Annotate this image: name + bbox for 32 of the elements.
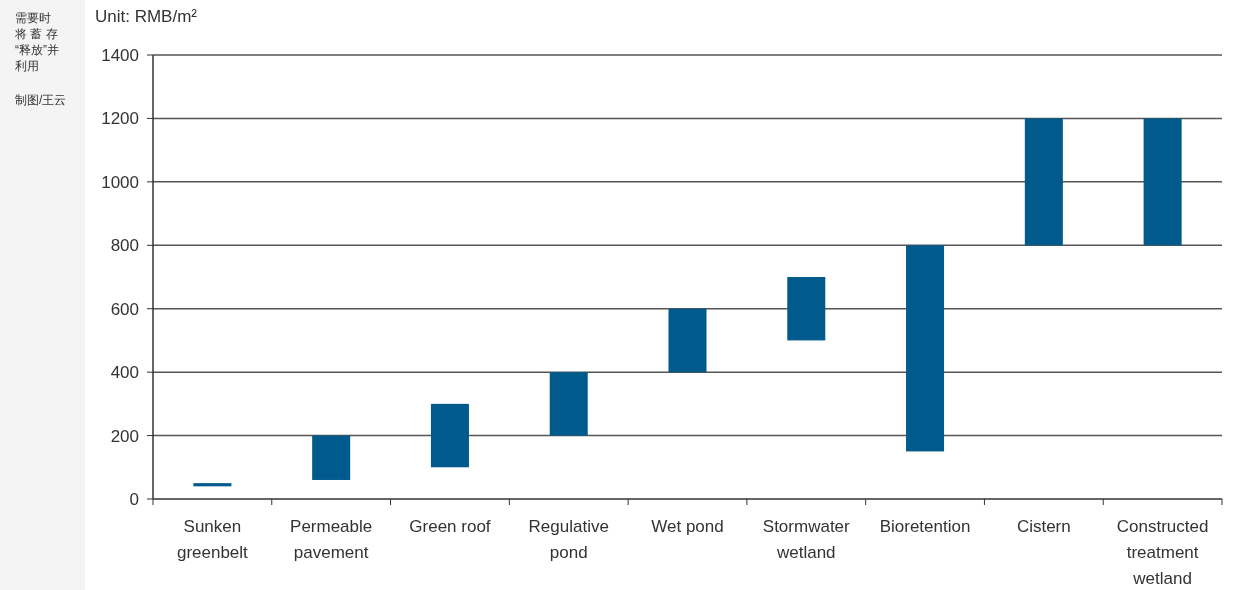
text: 将 蓄 存 (14, 27, 58, 41)
y-tick-label: 200 (110, 426, 139, 446)
y-tick-label: 1000 (101, 172, 139, 192)
y-tick-label: 1200 (101, 109, 139, 129)
x-tick-label: Green roof (409, 517, 491, 536)
bar (549, 372, 588, 436)
y-tick-label: 400 (110, 363, 139, 383)
x-tick-label: Regulative pond (528, 517, 609, 562)
y-tick-label: 1400 (101, 45, 139, 65)
bar (1024, 118, 1063, 246)
text: 利用 (15, 59, 39, 73)
x-tick-label: Stormwater wetland (762, 517, 851, 562)
y-tick-label: 800 (110, 236, 139, 256)
y-axis-title: Unit: RMB/m² (95, 7, 198, 26)
bar (193, 483, 232, 487)
x-tick-label: Bioretention (879, 517, 971, 536)
x-tick-label: Sunken greenbelt (176, 517, 249, 562)
text: 制图/王云 (15, 93, 67, 107)
bar (787, 277, 826, 341)
x-tick-label: Permeable pavement (290, 517, 373, 562)
bar (312, 435, 351, 480)
bar (668, 308, 707, 373)
text: “释放”并 (15, 43, 59, 57)
bar (430, 403, 469, 468)
x-tick-label: Cistern (1016, 517, 1071, 536)
x-tick-label: Wet pond (651, 517, 724, 536)
y-tick-label: 600 (110, 299, 139, 319)
bar (1143, 118, 1182, 246)
text: 需要时 (15, 11, 51, 25)
x-tick-label: Constructed treatment wetland (1116, 517, 1209, 588)
y-tick-label: 0 (129, 489, 139, 509)
bar (906, 245, 945, 452)
